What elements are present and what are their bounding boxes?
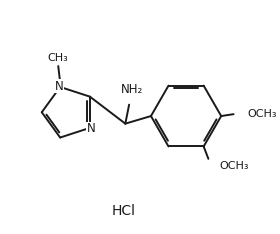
Text: OCH₃: OCH₃ [248,109,277,119]
Text: N: N [55,80,64,92]
Text: CH₃: CH₃ [48,54,69,63]
Text: OCH₃: OCH₃ [220,161,249,172]
Text: HCl: HCl [111,204,136,218]
Text: N: N [87,122,95,135]
Text: NH₂: NH₂ [121,83,143,96]
